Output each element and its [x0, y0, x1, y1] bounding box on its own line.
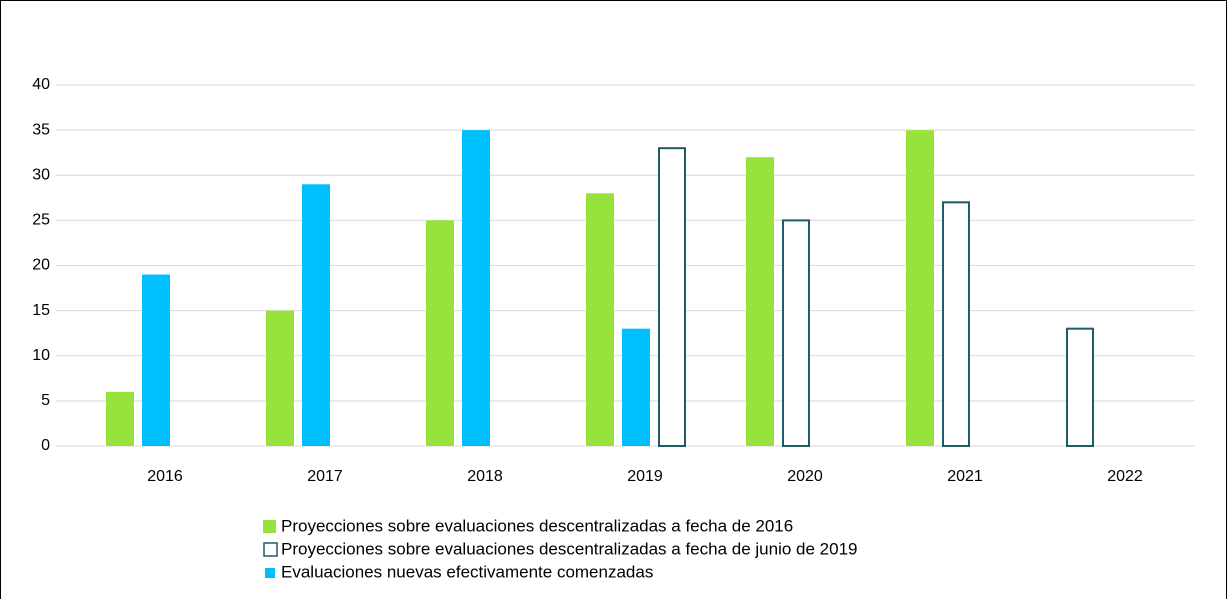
x-tick-label: 2017: [307, 468, 343, 485]
x-tick-label: 2018: [467, 468, 503, 485]
bar: [942, 201, 970, 447]
y-tick-label: 40: [32, 76, 50, 93]
y-tick-label: 5: [41, 392, 50, 409]
y-tick-label: 30: [32, 166, 50, 183]
y-tick-label: 20: [32, 257, 50, 274]
bar: [266, 310, 294, 446]
bar: [746, 157, 774, 446]
bar: [586, 193, 614, 446]
x-tick-label: 2016: [147, 468, 183, 485]
y-tick-label: 15: [32, 302, 50, 319]
bar: [106, 391, 134, 446]
x-tick-label: 2022: [1107, 468, 1143, 485]
legend-swatch: [263, 542, 278, 557]
legend-label: Proyecciones sobre evaluaciones descentr…: [281, 539, 858, 558]
bar: [782, 219, 810, 447]
bar: [1066, 327, 1094, 447]
legend-swatch: [265, 568, 275, 578]
legend-label: Evaluaciones nuevas efectivamente comenz…: [281, 562, 653, 581]
y-tick-label: 0: [41, 437, 50, 454]
bar: [302, 184, 330, 446]
legend-label: Proyecciones sobre evaluaciones descentr…: [281, 516, 793, 535]
x-tick-label: 2019: [627, 468, 663, 485]
bar: [142, 274, 170, 446]
bar: [622, 328, 650, 446]
legend: Proyecciones sobre evaluaciones descentr…: [263, 516, 858, 581]
x-tick-label: 2020: [787, 468, 823, 485]
y-tick-label: 25: [32, 212, 50, 229]
bar: [462, 130, 490, 446]
bar: [906, 130, 934, 446]
y-tick-label: 10: [32, 347, 50, 364]
legend-swatch: [263, 520, 276, 533]
y-tick-label: 35: [32, 121, 50, 138]
x-tick-label: 2021: [947, 468, 983, 485]
bar: [658, 147, 686, 448]
bar: [426, 220, 454, 446]
